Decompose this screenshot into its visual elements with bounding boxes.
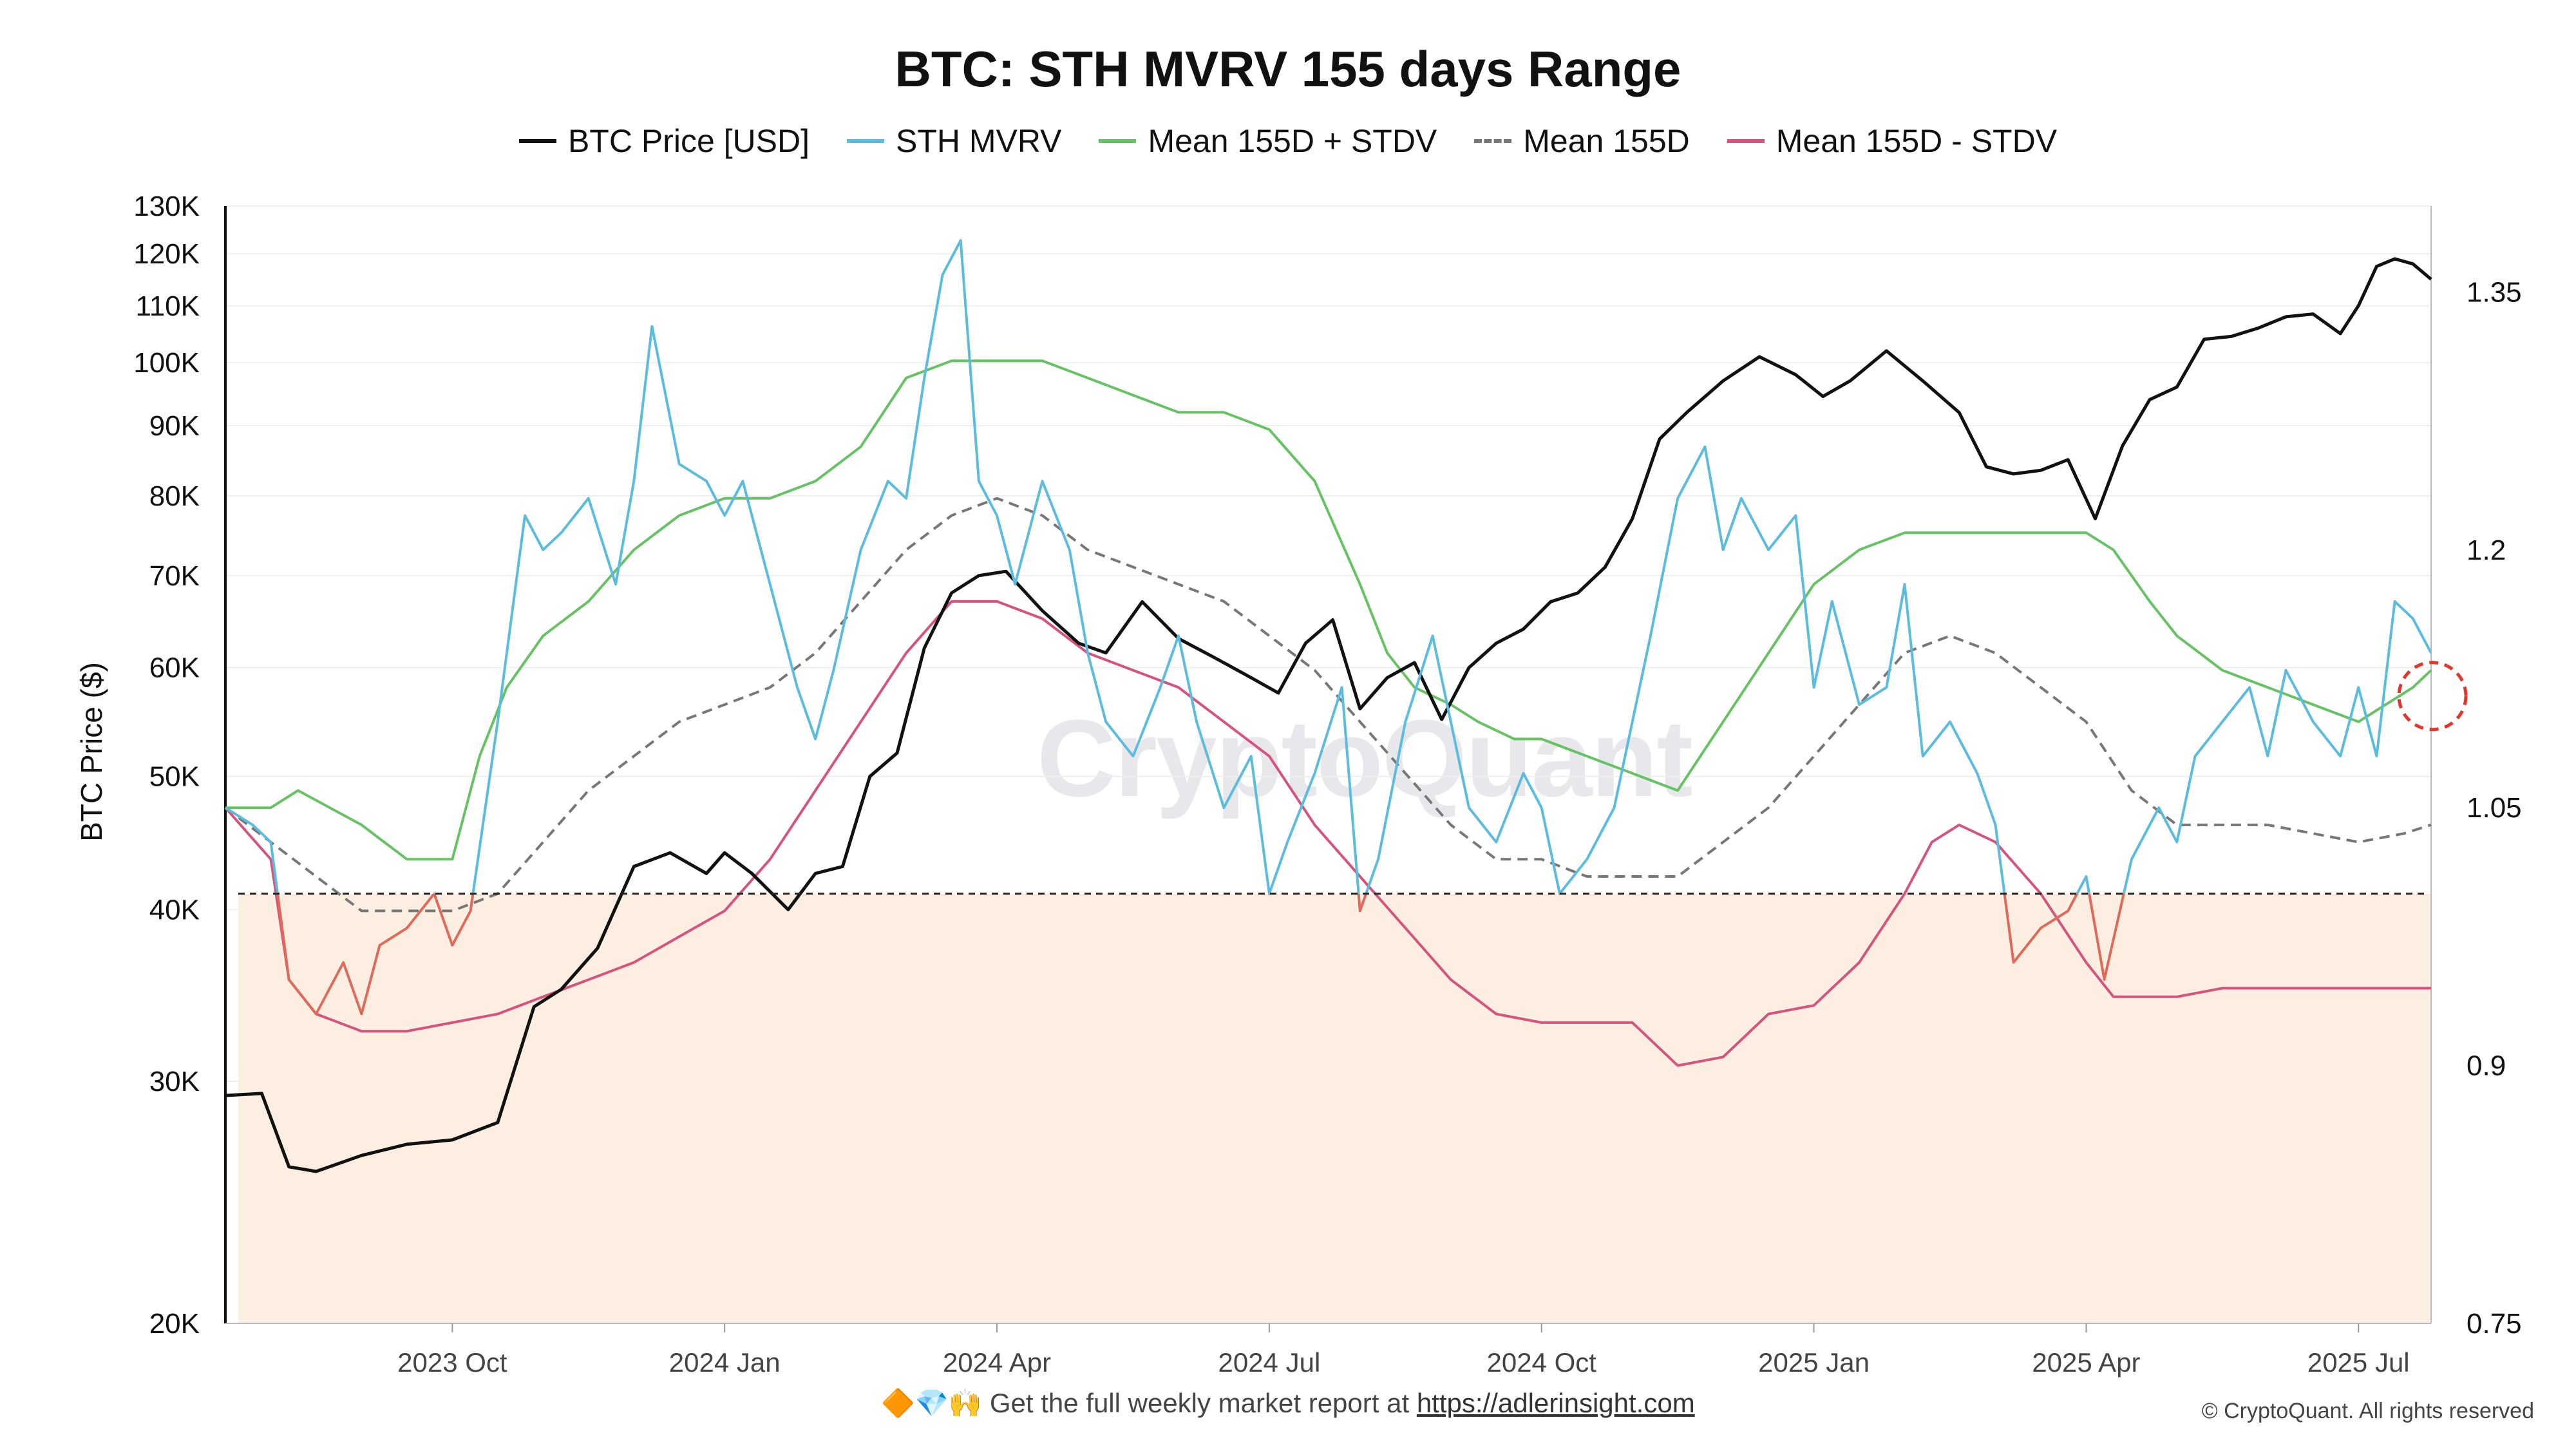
y-left-tick-label: 90K — [149, 410, 200, 442]
footer-link[interactable]: https://adlerinsight.com — [1416, 1388, 1695, 1418]
below-threshold-area — [238, 893, 2431, 1323]
y-right-tick-label: 1.35 — [2467, 276, 2522, 308]
copyright: © CryptoQuant. All rights reserved — [2201, 1399, 2534, 1423]
y-left-tick-label: 20K — [149, 1308, 200, 1340]
legend-swatch — [1099, 139, 1137, 143]
series-line-mean-155d — [224, 497, 2432, 913]
y-right-tick-label: 0.75 — [2467, 1308, 2522, 1340]
x-tick-label: 2023 Oct — [397, 1347, 507, 1378]
legend-label: Mean 155D - STDV — [1776, 123, 2058, 159]
y-left-tick-label: 60K — [149, 652, 200, 684]
series-line-mean-155d-stdv — [225, 359, 2432, 861]
legend-label: Mean 155D — [1523, 123, 1690, 159]
legend: BTC Price [USD] STH MVRV Mean 155D + STDV M… — [0, 122, 2576, 160]
legend-swatch — [1474, 139, 1512, 143]
series-line-sth-mvrv — [225, 239, 2431, 894]
y-left-tick-label: 100K — [133, 347, 200, 379]
y-left-tick-label: 80K — [149, 480, 200, 512]
legend-label: Mean 155D + STDV — [1148, 123, 1437, 159]
y-left-tick-label: 110K — [136, 290, 200, 322]
x-tick-label: 2024 Apr — [943, 1347, 1051, 1378]
chart-title: BTC: STH MVRV 155 days Range — [895, 41, 1681, 97]
x-tick-label: 2025 Jan — [1758, 1347, 1870, 1378]
x-tick-label: 2025 Apr — [2032, 1347, 2140, 1378]
y-left-tick-label: 50K — [149, 761, 200, 793]
legend-swatch — [847, 139, 884, 143]
legend-item-btc-price-usd[interactable]: BTC Price [USD] — [518, 122, 810, 160]
highlight-circle — [2397, 661, 2468, 732]
legend-item-mean-155d-stdv[interactable]: Mean 155D + STDV — [1099, 122, 1437, 160]
y-axis-label: BTC Price ($) — [75, 662, 108, 842]
legend-item-mean-155d[interactable]: Mean 155D — [1474, 122, 1690, 160]
x-tick-label: 2025 Jul — [2307, 1347, 2410, 1378]
watermark: CryptoQuant — [1037, 697, 1693, 820]
y-left-tick-label: 40K — [149, 895, 200, 926]
legend-swatch — [518, 139, 556, 143]
x-tick-label: 2024 Oct — [1486, 1347, 1596, 1378]
y-left-tick-label: 120K — [133, 238, 200, 270]
footer: 🔶💎🙌 Get the full weekly market report at… — [0, 1388, 2576, 1419]
y-right-tick-label: 1.05 — [2467, 792, 2522, 824]
legend-swatch — [1727, 139, 1765, 143]
legend-item-mean-155d-stdv[interactable]: Mean 155D - STDV — [1727, 122, 2057, 160]
x-tick-label: 2024 Jul — [1218, 1347, 1320, 1378]
footer-text: Get the full weekly market report at — [989, 1388, 1410, 1418]
series-line-sth-mvrv-below-threshold — [276, 893, 2125, 1016]
y-left-tick-label: 30K — [149, 1066, 200, 1097]
legend-item-sth-mvrv[interactable]: STH MVRV — [847, 122, 1061, 160]
legend-label: BTC Price [USD] — [567, 123, 810, 159]
legend-label: STH MVRV — [896, 123, 1062, 159]
y-right-tick-label: 1.2 — [2467, 535, 2506, 566]
series-line-btc-price-usd — [225, 257, 2432, 1173]
y-left-tick-label: 130K — [133, 191, 200, 222]
series-line-mean-155d-stdv — [224, 600, 2431, 1067]
y-right-tick-label: 0.9 — [2467, 1050, 2506, 1082]
footer-emojis: 🔶💎🙌 — [881, 1388, 983, 1418]
y-left-tick-label: 70K — [149, 560, 200, 592]
x-tick-label: 2024 Jan — [669, 1347, 781, 1378]
